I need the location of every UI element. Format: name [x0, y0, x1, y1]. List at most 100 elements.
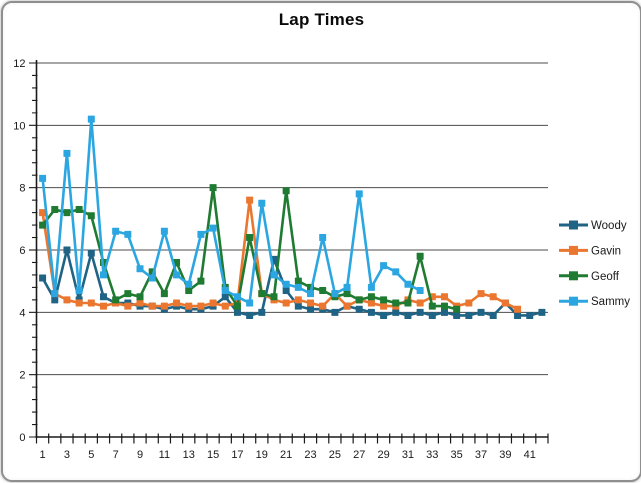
legend-marker-swatch — [569, 296, 578, 306]
data-point-marker — [75, 287, 83, 295]
data-point-marker — [173, 299, 181, 307]
data-point-marker — [367, 293, 375, 301]
svg-text:19: 19 — [256, 449, 268, 461]
data-point-marker — [270, 271, 278, 279]
data-point-marker — [282, 299, 290, 307]
data-point-marker — [404, 280, 412, 288]
data-point-marker — [319, 234, 327, 242]
data-point-marker — [380, 296, 388, 304]
data-point-marker — [282, 187, 290, 195]
svg-text:21: 21 — [280, 449, 292, 461]
legend-item-woody[interactable]: Woody — [559, 220, 627, 232]
svg-text:25: 25 — [329, 449, 341, 461]
data-point-marker — [258, 199, 266, 207]
data-point-marker — [380, 262, 388, 270]
data-point-marker — [514, 305, 522, 313]
legend-marker-swatch — [569, 220, 578, 230]
svg-text:4: 4 — [19, 307, 25, 319]
data-point-marker — [392, 299, 400, 307]
svg-text:23: 23 — [304, 449, 316, 461]
data-point-marker — [87, 115, 95, 123]
x-axis — [35, 433, 549, 444]
data-point-marker — [87, 249, 95, 257]
data-point-marker — [270, 293, 278, 301]
legend-item-gavin[interactable]: Gavin — [559, 245, 621, 257]
svg-text:0: 0 — [19, 432, 25, 444]
data-point-marker — [75, 205, 83, 213]
data-point-marker — [185, 302, 193, 310]
y-axis-labels: 0 2 4 6 8 10 12 — [13, 58, 25, 444]
data-point-marker — [489, 311, 497, 319]
svg-text:27: 27 — [353, 449, 365, 461]
data-point-marker — [355, 296, 363, 304]
data-point-marker — [63, 296, 71, 304]
data-point-marker — [465, 311, 473, 319]
svg-text:17: 17 — [231, 449, 243, 461]
data-point-marker — [99, 302, 107, 310]
data-point-marker — [258, 290, 266, 298]
data-point-marker — [209, 184, 217, 192]
data-point-marker — [343, 283, 351, 291]
data-point-marker — [428, 302, 436, 310]
svg-text:12: 12 — [13, 58, 25, 70]
legend-label: Woody — [591, 220, 627, 232]
data-point-marker — [501, 299, 509, 307]
data-point-marker — [246, 234, 254, 242]
legend-label: Geoff — [591, 271, 620, 283]
data-point-marker — [343, 290, 351, 298]
svg-text:41: 41 — [524, 449, 536, 461]
svg-text:2: 2 — [19, 370, 25, 382]
legend: Woody Gavin Geoff Sammy — [559, 220, 630, 308]
data-point-marker — [343, 302, 351, 310]
legend-item-sammy[interactable]: Sammy — [559, 296, 630, 308]
legend-marker-swatch — [569, 271, 578, 281]
chart-title: Lap Times — [278, 10, 365, 29]
data-point-marker — [307, 299, 315, 307]
data-point-marker — [453, 305, 461, 313]
data-point-marker — [124, 230, 132, 238]
data-point-marker — [160, 302, 168, 310]
svg-text:10: 10 — [13, 120, 25, 132]
svg-text:3: 3 — [64, 449, 70, 461]
data-point-marker — [307, 290, 315, 298]
lap-times-chart: 1 3 5 7 9 11 13 15 17 19 21 23 25 27 29 31 33 35 37 39 41024… — [13, 58, 630, 461]
data-point-marker — [185, 287, 193, 295]
data-point-marker — [136, 299, 144, 307]
data-point-marker — [404, 311, 412, 319]
data-point-marker — [331, 290, 339, 298]
svg-text:7: 7 — [113, 449, 119, 461]
data-point-marker — [160, 290, 168, 298]
data-point-marker — [39, 221, 47, 229]
data-point-marker — [416, 299, 424, 307]
data-point-marker — [453, 311, 461, 319]
data-point-marker — [367, 299, 375, 307]
data-point-marker — [51, 290, 59, 298]
svg-text:37: 37 — [475, 449, 487, 461]
data-point-marker — [526, 311, 534, 319]
data-point-marker — [136, 293, 144, 301]
data-point-marker — [514, 311, 522, 319]
data-point-marker — [416, 252, 424, 260]
data-point-marker — [246, 299, 254, 307]
data-point-marker — [197, 302, 205, 310]
data-point-marker — [489, 293, 497, 301]
data-point-marker — [233, 302, 241, 310]
data-point-marker — [221, 287, 229, 295]
svg-text:13: 13 — [183, 449, 195, 461]
data-point-marker — [75, 299, 83, 307]
data-point-marker — [233, 293, 241, 301]
data-point-marker — [197, 230, 205, 238]
legend-item-geoff[interactable]: Geoff — [559, 271, 620, 283]
data-point-marker — [416, 287, 424, 295]
data-point-marker — [440, 293, 448, 301]
data-point-marker — [112, 296, 120, 304]
svg-text:5: 5 — [88, 449, 94, 461]
svg-text:39: 39 — [499, 449, 511, 461]
data-point-marker — [367, 308, 375, 316]
svg-text:9: 9 — [137, 449, 143, 461]
data-point-marker — [367, 283, 375, 291]
data-point-marker — [428, 311, 436, 319]
data-point-marker — [477, 308, 485, 316]
svg-text:15: 15 — [207, 449, 219, 461]
